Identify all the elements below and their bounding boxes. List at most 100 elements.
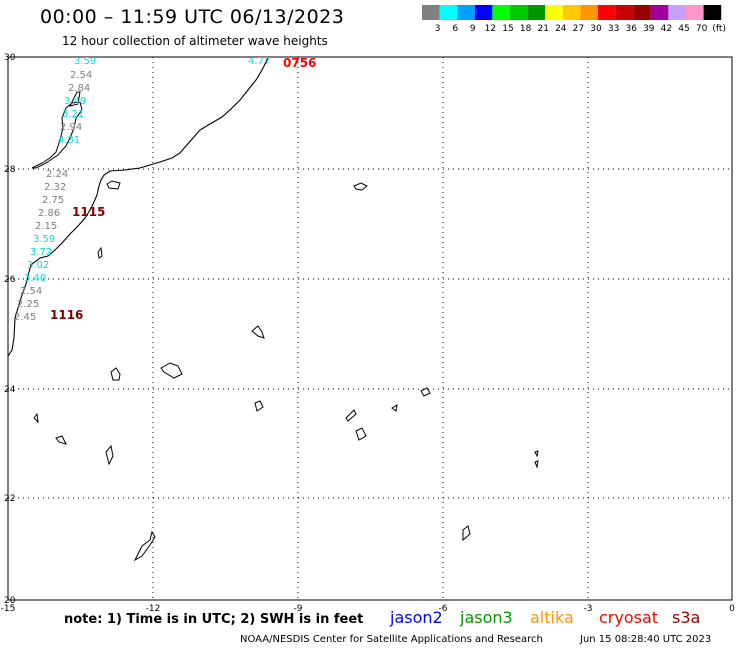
swh-label: 3.49: [64, 96, 86, 107]
colorbar-units: (ft): [712, 24, 726, 34]
graticule: [8, 57, 732, 600]
island: [254, 400, 264, 412]
island: [106, 180, 121, 190]
footer-credit: NOAA/NESDIS Center for Satellite Applica…: [240, 634, 543, 645]
pass-time-labels: 0756 1115 1116: [50, 56, 316, 322]
swh-label: 2.15: [35, 221, 57, 232]
island: [97, 246, 103, 259]
lon-tick-label: 0: [729, 604, 735, 614]
colorbar-swatch: [492, 5, 510, 20]
colorbar-swatch: [545, 5, 563, 20]
island: [160, 362, 183, 379]
africa-coastline: [7, 56, 269, 357]
colorbar-swatch: [510, 5, 528, 20]
map-frame: [7, 56, 733, 601]
colorbar-swatch: [686, 5, 704, 20]
swh-label: 2.84: [68, 83, 90, 94]
swh-label: 2.54: [70, 70, 92, 81]
island: [33, 412, 39, 424]
colorbar-tick-label: 6: [452, 24, 458, 34]
colorbar-swatch: [439, 5, 458, 20]
satellite-legend-s3a: s3a: [672, 608, 701, 627]
island: [105, 444, 114, 466]
colorbar-tick-label: 21: [537, 24, 548, 34]
swh-label: 3.59: [74, 56, 96, 67]
swh-label: 2.94: [60, 122, 82, 133]
swh-label: 3.02: [27, 260, 49, 271]
colorbar-tick-label: 45: [678, 24, 689, 34]
map-note: note: 1) Time is in UTC; 2) SWH is in fe…: [64, 612, 364, 627]
colorbar-swatch: [580, 5, 598, 20]
lat-tick-label: 26: [4, 275, 16, 285]
colorbar-swatch: [633, 5, 651, 20]
colorbar-tick-label: 12: [485, 24, 496, 34]
island: [55, 435, 67, 445]
map-subtitle: 12 hour collection of altimeter wave hei…: [62, 34, 328, 48]
swh-label: 4.77: [248, 56, 270, 67]
swh-label: 3.59: [33, 234, 55, 245]
island: [133, 530, 156, 562]
island: [534, 450, 539, 458]
colorbar-tick-label: 27: [573, 24, 584, 34]
colorbar-tick-label: 33: [608, 24, 619, 34]
lon-tick-label: -12: [146, 604, 161, 614]
colorbar-tick-label: 24: [555, 24, 567, 34]
swh-label: 2.86: [38, 208, 60, 219]
lon-tick-label: -3: [584, 604, 593, 614]
island: [110, 367, 121, 381]
lon-tick-label: -15: [1, 604, 16, 614]
lat-tick-label: 20: [4, 596, 16, 606]
lat-tick-label: 24: [4, 385, 16, 395]
swh-readings: 3.59 2.54 2.84 3.49 3.21 2.94 4.31 4.77 …: [14, 56, 270, 323]
island: [391, 404, 398, 412]
colorbar-legend: 3 6 9 12 15 18 21 24 27 30 33 36 39 42 45 70 (ft): [422, 5, 726, 34]
lon-tick-label: -9: [294, 604, 303, 614]
map-title: 00:00 – 11:59 UTC 06/13/2023: [40, 6, 345, 28]
island: [462, 525, 471, 542]
swh-label: 3.72: [30, 247, 52, 258]
swh-label: 4.31: [58, 135, 80, 146]
pass-time-label: 0756: [283, 56, 316, 70]
satellite-legend-cryosat: cryosat: [599, 608, 659, 627]
lat-tick-label: 28: [4, 165, 16, 175]
footer-timestamp: Jun 15 08:28:40 UTC 2023: [580, 634, 712, 645]
latitude-tick-labels: 30 28 26 24 22 20: [4, 53, 16, 606]
lanzarote-island: [31, 101, 83, 169]
satellite-legend-altika: altika: [530, 608, 574, 627]
colorbar-swatch: [668, 5, 686, 20]
colorbar-swatch: [650, 5, 669, 20]
swh-label: 3.21: [62, 109, 84, 120]
island: [353, 182, 368, 191]
colorbar-swatch: [527, 5, 546, 20]
island: [534, 460, 539, 469]
swh-label: 3.40: [24, 273, 46, 284]
island: [251, 325, 265, 339]
colorbar-tick-label: 18: [520, 24, 532, 34]
colorbar-tick-label: 70: [696, 24, 708, 34]
colorbar-tick-label: 42: [661, 24, 672, 34]
swh-label: 2.24: [46, 169, 68, 180]
colorbar-tick-label: 30: [590, 24, 602, 34]
colorbar-swatch: [457, 5, 475, 20]
colorbar-tick-label: 36: [625, 24, 637, 34]
colorbar-swatch: [562, 5, 581, 20]
colorbar-tick-label: 9: [470, 24, 476, 34]
swh-label: 2.75: [42, 195, 64, 206]
colorbar-tick-label: 3: [435, 24, 441, 34]
swh-label: 2.54: [20, 286, 42, 297]
longitude-tick-labels: -15 -12 -9 -6 -3 0: [1, 604, 735, 614]
satellite-legend-jason3: jason3: [460, 608, 513, 627]
lon-tick-label: -6: [439, 604, 448, 614]
lat-tick-label: 30: [4, 53, 16, 63]
swh-label: 2.25: [17, 299, 39, 310]
colorbar-tick-label: 15: [502, 24, 513, 34]
colorbar-swatch: [422, 5, 440, 20]
pass-time-label: 1116: [50, 308, 83, 322]
swh-label: 2.32: [44, 182, 66, 193]
satellite-legend-jason2: jason2: [390, 608, 443, 627]
colorbar-swatch: [474, 5, 493, 20]
colorbar-swatch: [703, 5, 722, 20]
colorbar-swatch: [598, 5, 616, 20]
island: [345, 409, 357, 422]
